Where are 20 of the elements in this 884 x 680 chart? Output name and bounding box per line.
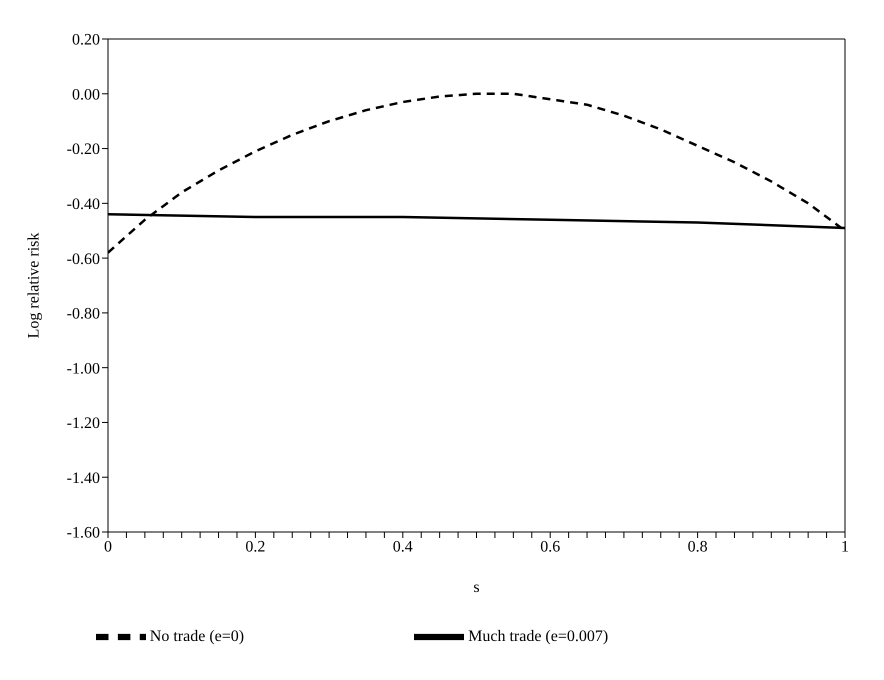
y-tick-label: -1.60 bbox=[66, 524, 100, 542]
legend-label: No trade (e=0) bbox=[150, 628, 244, 645]
y-tick-label: -0.20 bbox=[66, 141, 100, 158]
x-tick-label: 0.8 bbox=[688, 538, 708, 556]
legend-label: Much trade (e=0.007) bbox=[468, 628, 608, 645]
x-tick-label: 0.6 bbox=[540, 538, 560, 556]
y-tick-label: 0.20 bbox=[72, 32, 100, 49]
y-tick-label: -0.40 bbox=[66, 196, 100, 214]
x-axis-title: s bbox=[473, 579, 480, 596]
y-tick-label: -0.80 bbox=[66, 306, 100, 323]
y-axis-title: Log relative risk bbox=[26, 232, 43, 338]
x-tick-label: 1 bbox=[841, 538, 849, 556]
x-tick-label: 0.4 bbox=[392, 538, 413, 556]
y-tick-label: 0.00 bbox=[72, 86, 100, 104]
y-tick-label: -0.60 bbox=[66, 250, 100, 268]
y-tick-label: -1.40 bbox=[66, 470, 100, 487]
y-tick-label: -1.20 bbox=[66, 415, 100, 432]
x-tick-label: 0 bbox=[104, 538, 112, 556]
x-tick-label: 0.2 bbox=[245, 538, 266, 556]
y-tick-label: -1.00 bbox=[66, 360, 100, 378]
